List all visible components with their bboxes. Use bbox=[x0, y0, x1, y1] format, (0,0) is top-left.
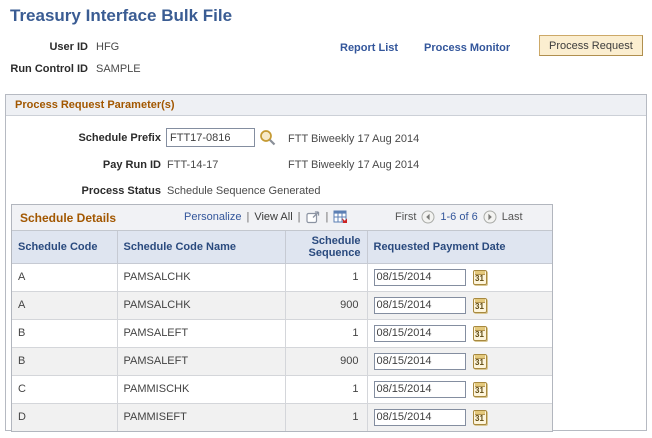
schedule-code-name-cell: PAMSALCHK bbox=[116, 263, 286, 292]
view-all-link[interactable]: View All bbox=[254, 211, 293, 223]
calendar-icon[interactable]: 31 bbox=[472, 381, 487, 397]
row-range-label: 1-6 of 6 bbox=[440, 211, 478, 223]
schedule-code-name-cell: PAMMISCHK bbox=[116, 375, 286, 404]
calendar-icon-day-glyph: 31 bbox=[475, 273, 484, 283]
schedule-sequence-cell: 1 bbox=[284, 263, 368, 292]
requested-payment-date-input[interactable] bbox=[373, 324, 466, 342]
section-title: Process Request Parameter(s) bbox=[15, 99, 175, 111]
separator: | bbox=[246, 211, 250, 223]
calendar-icon-day-glyph: 31 bbox=[475, 329, 484, 339]
zoom-popup-icon[interactable] bbox=[305, 210, 321, 224]
requested-payment-date-input[interactable] bbox=[373, 296, 466, 314]
schedule-details-grid: Schedule Details Personalize | View All … bbox=[11, 204, 553, 432]
calendar-icon-day-glyph: 31 bbox=[475, 413, 484, 423]
requested-payment-date-cell: 31 bbox=[366, 403, 552, 431]
requested-payment-date-cell: 31 bbox=[366, 263, 552, 292]
schedule-code-name-cell: PAMSALCHK bbox=[116, 291, 286, 320]
column-header-schedule-code-name: Schedule Code Name bbox=[116, 231, 286, 264]
lookup-magnifier-icon[interactable] bbox=[259, 129, 277, 147]
requested-payment-date-cell: 31 bbox=[366, 347, 552, 376]
pay-run-id-value: FTT-14-17 bbox=[167, 159, 219, 171]
previous-page-icon[interactable] bbox=[421, 210, 435, 224]
download-spreadsheet-icon[interactable] bbox=[333, 210, 348, 224]
page-title: Treasury Interface Bulk File bbox=[10, 6, 233, 25]
process-monitor-link[interactable]: Process Monitor bbox=[424, 42, 511, 54]
schedule-table: Schedule Code Schedule Code Name Schedul… bbox=[12, 231, 552, 431]
calendar-icon[interactable]: 31 bbox=[472, 409, 487, 425]
run-control-id-label: Run Control ID bbox=[10, 63, 88, 75]
process-request-parameters-box: Process Request Parameter(s) Schedule Pr… bbox=[5, 94, 647, 432]
requested-payment-date-cell: 31 bbox=[366, 375, 552, 404]
requested-payment-date-input[interactable] bbox=[373, 380, 466, 398]
requested-payment-date-input[interactable] bbox=[373, 408, 466, 426]
report-list-link[interactable]: Report List bbox=[340, 42, 399, 54]
schedule-sequence-cell: 1 bbox=[284, 403, 368, 431]
schedule-code-cell: A bbox=[12, 291, 118, 320]
separator: | bbox=[297, 211, 301, 223]
schedule-code-cell: D bbox=[12, 403, 118, 431]
schedule-sequence-cell: 900 bbox=[284, 291, 368, 320]
schedule-code-cell: C bbox=[12, 375, 118, 404]
schedule-sequence-cell: 900 bbox=[284, 347, 368, 376]
next-page-icon[interactable] bbox=[483, 210, 497, 224]
schedule-code-name-cell: PAMSALEFT bbox=[116, 319, 286, 348]
requested-payment-date-input[interactable] bbox=[373, 352, 466, 370]
last-page-link[interactable]: Last bbox=[501, 211, 523, 223]
schedule-table-body: APAMSALCHK131APAMSALCHK90031BPAMSALEFT13… bbox=[12, 263, 552, 431]
run-control-id-value: SAMPLE bbox=[96, 63, 141, 75]
requested-payment-date-input[interactable] bbox=[373, 268, 466, 286]
schedule-code-name-cell: PAMMISEFT bbox=[116, 403, 286, 431]
schedule-sequence-cell: 1 bbox=[284, 319, 368, 348]
calendar-icon-day-glyph: 31 bbox=[475, 385, 484, 395]
schedule-prefix-description: FTT Biweekly 17 Aug 2014 bbox=[288, 133, 420, 145]
calendar-icon-day-glyph: 31 bbox=[475, 301, 484, 311]
user-id-label: User ID bbox=[49, 41, 88, 53]
column-header-schedule-code: Schedule Code bbox=[12, 231, 118, 264]
schedule-code-cell: B bbox=[12, 347, 118, 376]
calendar-icon[interactable]: 31 bbox=[472, 353, 487, 369]
schedule-code-cell: B bbox=[12, 319, 118, 348]
column-header-requested-payment-date: Requested Payment Date bbox=[366, 231, 552, 264]
calendar-icon[interactable]: 31 bbox=[472, 269, 487, 285]
requested-payment-date-cell: 31 bbox=[366, 319, 552, 348]
calendar-icon[interactable]: 31 bbox=[472, 297, 487, 313]
schedule-code-name-cell: PAMSALEFT bbox=[116, 347, 286, 376]
requested-payment-date-cell: 31 bbox=[366, 291, 552, 320]
column-header-schedule-sequence: Schedule Sequence bbox=[284, 231, 368, 264]
schedule-prefix-input[interactable] bbox=[166, 128, 255, 147]
process-status-value: Schedule Sequence Generated bbox=[167, 185, 321, 197]
personalize-link[interactable]: Personalize bbox=[184, 211, 242, 223]
schedule-sequence-cell: 1 bbox=[284, 375, 368, 404]
calendar-icon[interactable]: 31 bbox=[472, 325, 487, 341]
first-page-link[interactable]: First bbox=[395, 211, 417, 223]
process-request-button[interactable]: Process Request bbox=[539, 35, 643, 56]
pay-run-description: FTT Biweekly 17 Aug 2014 bbox=[288, 159, 420, 171]
process-status-label: Process Status bbox=[81, 185, 161, 197]
schedule-prefix-label: Schedule Prefix bbox=[78, 132, 161, 144]
user-id-value: HFG bbox=[96, 41, 120, 53]
grid-title: Schedule Details bbox=[20, 211, 117, 225]
section-header-bar: Process Request Parameter(s) bbox=[6, 95, 646, 116]
table-header-row: Schedule Code Schedule Code Name Schedul… bbox=[12, 231, 552, 264]
separator: | bbox=[325, 211, 329, 223]
calendar-icon-day-glyph: 31 bbox=[475, 357, 484, 367]
pay-run-id-label: Pay Run ID bbox=[102, 159, 161, 171]
schedule-code-cell: A bbox=[12, 263, 118, 292]
grid-toolbar: Schedule Details Personalize | View All … bbox=[12, 205, 552, 231]
